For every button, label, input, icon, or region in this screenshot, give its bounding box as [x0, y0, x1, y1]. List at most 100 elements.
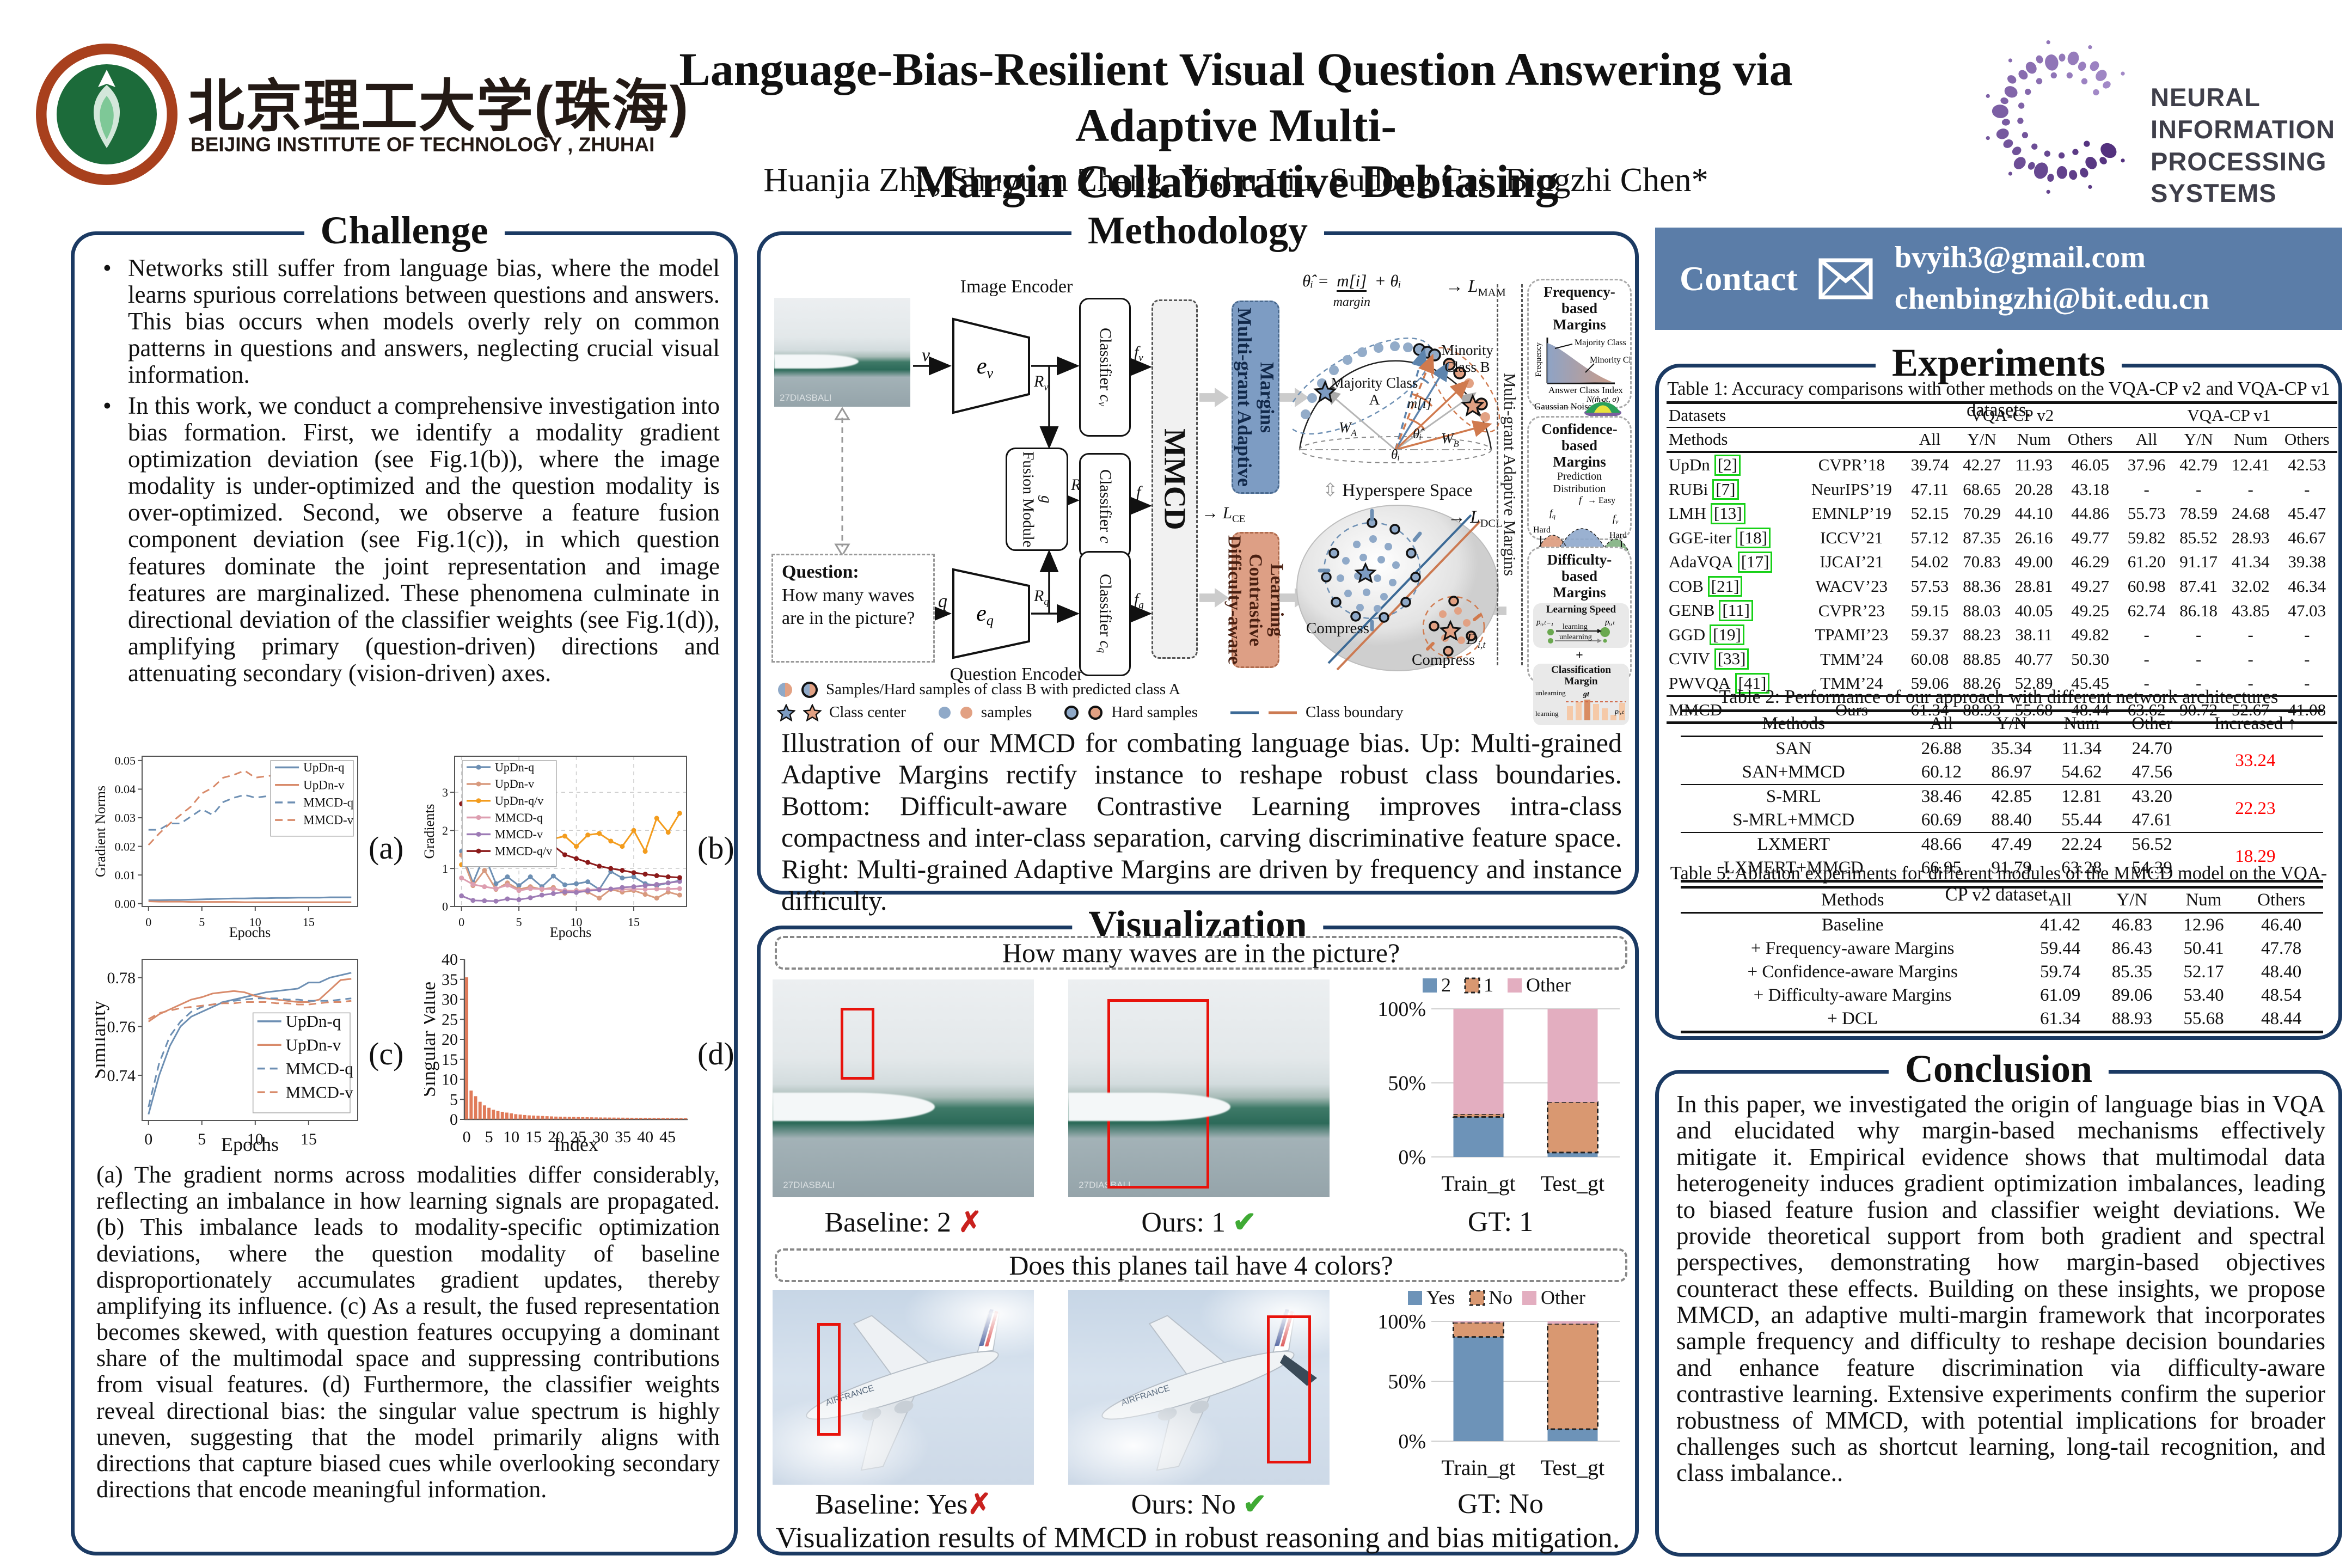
figure-c-label: (c)	[369, 1036, 404, 1071]
svg-text:pᵢ,ₜ₋₁: pᵢ,ₜ₋₁	[1536, 618, 1553, 627]
figure-a-label: (a)	[369, 830, 404, 866]
svg-text:40: 40	[637, 1128, 653, 1146]
contrastive-sphere-diagram	[1296, 505, 1499, 671]
figure-b-label: (b)	[697, 830, 734, 866]
svg-text:15: 15	[525, 1128, 542, 1146]
svg-text:35: 35	[442, 971, 458, 989]
svg-text:unlearning: unlearning	[1535, 689, 1566, 697]
fusion-module-box: Fusion Module g	[1006, 448, 1068, 551]
question-2-box: Does this planes tail have 4 colors?	[775, 1248, 1627, 1282]
svg-text:10: 10	[249, 915, 261, 929]
svg-text:UpDn-q: UpDn-q	[286, 1012, 341, 1031]
svg-text:Epochs: Epochs	[550, 924, 592, 940]
learning-speed-label: Learning Speed	[1546, 603, 1616, 615]
classification-margin-label: Classification Margin	[1551, 664, 1611, 688]
q2-gt-label: GT: No	[1457, 1489, 1543, 1520]
mi-label: m[i]	[1407, 396, 1432, 411]
conclusion-text: In this paper, we investigated the origi…	[1676, 1091, 2325, 1487]
minority-class-label: Minority Class B	[1441, 342, 1493, 375]
svg-text:Singular Value: Singular Value	[424, 982, 439, 1097]
svg-text:gt: gt	[1583, 690, 1590, 699]
svg-text:UpDn-v: UpDn-v	[495, 777, 534, 791]
svg-text:50%: 50%	[1388, 1370, 1426, 1393]
svg-text:MMCD-q/v: MMCD-q/v	[495, 844, 552, 857]
svg-text:MMCD-q: MMCD-q	[303, 796, 354, 810]
q2-answer-distribution-chart: Yes No Other 0% 50% 100% Train_gt Test_gt	[1370, 1285, 1631, 1488]
svg-text:Similarity: Similarity	[95, 1001, 109, 1079]
svg-text:0.01: 0.01	[115, 868, 136, 882]
svg-text:→ Easy: → Easy	[1588, 496, 1615, 505]
theta-hat-label: θ̂ᵢ	[1413, 427, 1422, 442]
svg-text:0: 0	[463, 1128, 471, 1146]
q-label: q	[938, 591, 947, 611]
svg-text:UpDn-v: UpDn-v	[303, 778, 345, 792]
sample-blue-icon	[938, 706, 951, 719]
classification-margin-mini: unlearning learning gt pᵢ,ₜ	[1535, 689, 1626, 720]
svg-text:0: 0	[450, 1111, 458, 1129]
svg-text:UpDn-v: UpDn-v	[286, 1036, 341, 1055]
q1-answer-distribution-chart: 2 1 Other 0% 50% 100% Train_gt Test_gt	[1370, 973, 1631, 1204]
contact-email-2[interactable]: chenbingzhi@bit.edu.cn	[1894, 282, 2209, 316]
difficulty-aware-contrastive-learning-box: Difficulty-aware Contrastive Learning	[1224, 532, 1287, 668]
svg-text:45: 45	[659, 1128, 676, 1146]
sample-orange-icon	[960, 706, 972, 719]
wb-label: WB	[1441, 430, 1459, 449]
question-encoder-label: Question Encoder	[950, 664, 1083, 684]
q1-ours-attention-box	[1107, 999, 1210, 1189]
svg-text:10: 10	[247, 1130, 264, 1148]
svg-text:eq: eq	[976, 601, 994, 628]
loss-dcl-label: → LDCL	[1448, 507, 1503, 530]
poster-authors: Huanjia Zhu, Shuyuan Zheng, Yishu Liu, S…	[763, 162, 1708, 199]
envelope-icon	[1818, 258, 1873, 299]
svg-text:unlearning: unlearning	[1559, 633, 1592, 641]
svg-text:learning: learning	[1535, 709, 1559, 718]
svg-text:5: 5	[516, 915, 522, 929]
methodology-title: Methodology	[1071, 206, 1324, 255]
q2-baseline-label: Baseline: Yes✗	[815, 1489, 991, 1520]
difficulty-margins-box: Difficulty-based Margins Learning Speed p…	[1527, 547, 1632, 725]
contact-email-1[interactable]: bvyih3@gmail.com	[1894, 241, 2146, 275]
visualization-caption: Visualization results of MMCD in robust …	[775, 1521, 1620, 1554]
svg-text:1: 1	[442, 862, 448, 875]
svg-text:0.76: 0.76	[107, 1018, 136, 1036]
poster-title: Language-Bias-Resilient Visual Question …	[679, 43, 1793, 208]
svg-text:UpDn-q: UpDn-q	[303, 761, 345, 774]
conclusion-title: Conclusion	[1888, 1044, 2109, 1093]
svg-text:ev: ev	[977, 354, 994, 381]
svg-text:0.05: 0.05	[115, 754, 136, 768]
svg-text:25: 25	[570, 1128, 586, 1146]
fq-label: fq	[1134, 590, 1144, 611]
challenge-title: Challenge	[304, 206, 505, 255]
class-center-orange-icon	[803, 703, 822, 721]
hypersphere-top-diagram	[1291, 337, 1500, 463]
learning-speed-mini: pᵢ,ₜ₋₁ pᵢ,ₜ learning unlearning	[1536, 618, 1615, 644]
neurips-logo-text: NEURAL INFORMATION PROCESSING SYSTEMS	[2151, 83, 2336, 208]
methodology-panel: Methodology 27DIASBALI v Image Encoder e…	[757, 206, 1642, 916]
image-encoder-trapezoid: ev	[952, 317, 1030, 414]
svg-text:30: 30	[592, 1128, 609, 1146]
svg-text:f: f	[1579, 495, 1583, 505]
hard-sample-orange-icon	[1088, 705, 1103, 720]
svg-text:Epochs: Epochs	[229, 924, 271, 940]
q2-ours-label: Ours: No ✔	[1131, 1489, 1267, 1520]
class-center-blue-icon	[777, 703, 795, 721]
classifier-cv-box: Classifier cv	[1079, 298, 1131, 437]
q2-ours-image: AIRFRANCE	[1068, 1290, 1330, 1485]
svg-text:15: 15	[303, 915, 315, 929]
svg-text:100%: 100%	[1377, 1310, 1426, 1333]
Rv-label: Rv	[1034, 372, 1049, 393]
q1-ours-image: 27DIASBALI	[1068, 979, 1330, 1197]
frequency-margins-box: Frequency-based Margins Frequency Majorit…	[1527, 279, 1642, 418]
svg-text:MMCD-q: MMCD-q	[286, 1059, 353, 1078]
wave-watermark: 27DIASBALI	[780, 393, 832, 403]
multigrant-adaptive-margins-box: Multi-grant Adaptive Margins	[1232, 301, 1279, 494]
q1-ours-label: Ours: 1 ✔	[1141, 1207, 1257, 1238]
half-sample-icon	[778, 682, 792, 697]
plus-label: +	[1576, 648, 1583, 663]
challenge-bullet-1: Networks still suffer from language bias…	[96, 254, 720, 388]
svg-text:50%: 50%	[1388, 1072, 1426, 1095]
svg-text:MMCD-v: MMCD-v	[495, 828, 543, 841]
compress-label-1: Compress	[1306, 620, 1369, 637]
svg-text:3: 3	[442, 786, 448, 799]
svg-text:5: 5	[450, 1091, 458, 1108]
